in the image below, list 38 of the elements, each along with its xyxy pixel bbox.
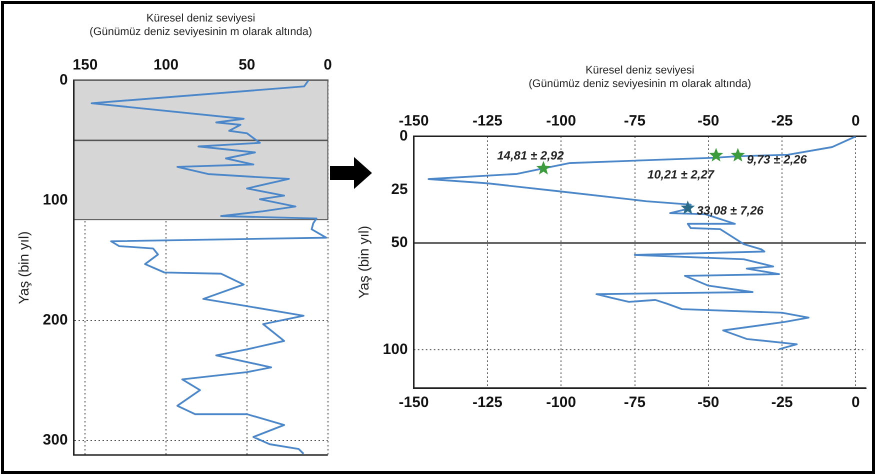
x-tick-label: -50 bbox=[698, 394, 720, 412]
x-tick-label: 100 bbox=[154, 56, 179, 74]
x-tick-label: 0 bbox=[324, 56, 332, 74]
y-tick-label: 300 bbox=[42, 432, 68, 449]
annotation: 33,08 ± 7,26 bbox=[696, 203, 764, 218]
annotation: 9,73 ± 2,26 bbox=[746, 152, 808, 167]
x2-tick-label: -150 bbox=[398, 112, 429, 130]
point bbox=[708, 148, 724, 162]
y-tick-label: 25 bbox=[391, 180, 408, 198]
annotation: 10,21 ± 2,27 bbox=[647, 168, 716, 182]
x2-tick-label: -75 bbox=[624, 112, 646, 130]
y-tick-label: 50 bbox=[391, 234, 408, 252]
x-tick-label: -125 bbox=[472, 394, 502, 412]
y-tick-label: 100 bbox=[42, 192, 68, 209]
x2-tick-label: -25 bbox=[771, 112, 793, 130]
x-tick-label: 50 bbox=[238, 56, 256, 74]
x2-tick-label: -125 bbox=[472, 112, 502, 130]
x-tick-label: 150 bbox=[72, 56, 98, 74]
x2-axis-title: Küresel deniz seviyesi (Günümüz deniz seviyesinin m olarak altında) bbox=[528, 64, 752, 90]
annotation: 14,81 ± 2,92 bbox=[497, 148, 564, 163]
point bbox=[730, 148, 745, 162]
y-axis-title: Yaş (bin yıl) bbox=[355, 226, 372, 299]
x-tick-label: -75 bbox=[624, 394, 646, 412]
y-axis-title: Yaş (bin yıl) bbox=[15, 231, 32, 304]
x-tick-label: -100 bbox=[546, 394, 576, 412]
x2-tick-label: -100 bbox=[546, 112, 576, 130]
x-tick-label: 0 bbox=[852, 394, 860, 412]
x2-tick-label: -50 bbox=[698, 112, 720, 130]
y-tick-label: 200 bbox=[42, 312, 68, 329]
x-tick-label: -150 bbox=[398, 394, 429, 412]
x-axis-title: Küresel deniz seviyesi (Günümüz deniz seviyesinin m olarak altında) bbox=[90, 12, 312, 38]
y-tick-label: 100 bbox=[382, 340, 408, 358]
y-tick-label: 0 bbox=[59, 72, 68, 89]
y-tick-label: 0 bbox=[399, 128, 408, 145]
point bbox=[680, 200, 695, 214]
x2-tick-label: 0 bbox=[852, 112, 860, 130]
point bbox=[536, 160, 551, 174]
x-tick-label: -25 bbox=[771, 394, 793, 412]
